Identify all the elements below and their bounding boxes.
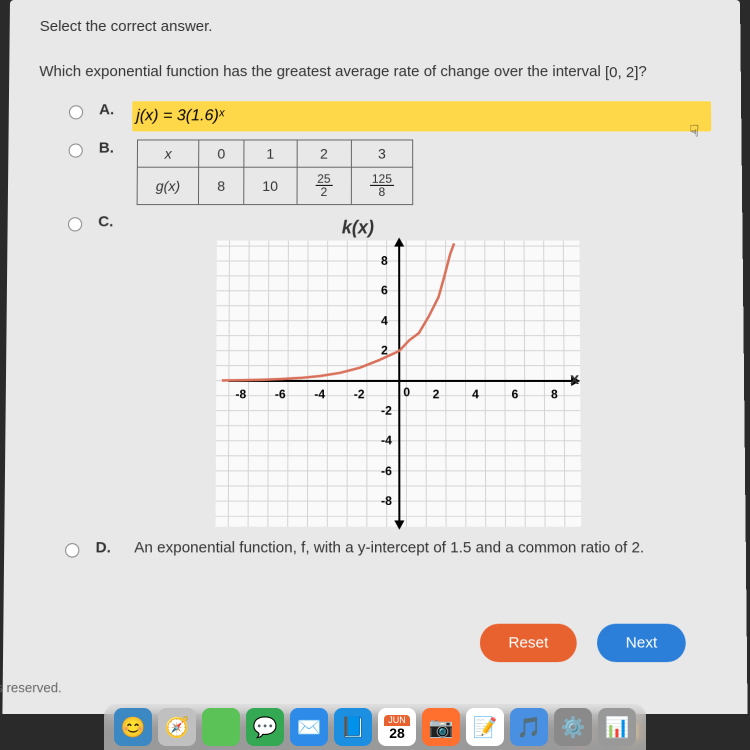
dock-app4-icon[interactable]: 🎵: [510, 708, 548, 746]
th-g: g(x): [137, 167, 199, 204]
radio-d[interactable]: [65, 543, 79, 557]
footer-text: ts reserved.: [0, 680, 62, 696]
cell: 252: [297, 167, 352, 204]
dock-app3-icon[interactable]: 📷: [422, 708, 460, 746]
radio-c[interactable]: [68, 217, 82, 231]
option-a-content: j(x) = 3(1.6)ˣ ☟: [132, 101, 711, 131]
dock-notes-icon[interactable]: 📝: [466, 708, 504, 746]
exp-curve: [216, 240, 582, 526]
option-c-label: C.: [98, 213, 118, 230]
dock-app5-icon[interactable]: ⚙️: [554, 708, 592, 746]
cell: 10: [244, 167, 297, 204]
dock-messages-icon[interactable]: 💬: [246, 708, 284, 746]
cell: 1: [244, 140, 297, 167]
cell: 0: [199, 140, 244, 167]
question-prefix: Which exponential function has the great…: [39, 63, 605, 80]
option-a-text: j(x) = 3(1.6)ˣ: [136, 107, 224, 124]
pointer-cursor-icon: ☟: [689, 121, 699, 141]
dock-safari-icon[interactable]: 🧭: [158, 708, 196, 746]
dock-mail-icon[interactable]: ✉️: [290, 708, 328, 746]
question-suffix: ?: [638, 63, 646, 80]
next-button[interactable]: Next: [597, 624, 686, 662]
dock-app-icon[interactable]: [202, 708, 240, 746]
instruction-text: Select the correct answer.: [40, 18, 711, 35]
x-axis-label: x: [570, 370, 579, 388]
th-x: x: [137, 140, 199, 167]
graph-container: k(x) x -8-6-4-202468-8-6-4-22468: [216, 217, 582, 526]
graph-title: k(x): [217, 217, 499, 238]
radio-b[interactable]: [69, 143, 83, 157]
option-a-row[interactable]: A. j(x) = 3(1.6)ˣ ☟: [69, 101, 711, 131]
app-window: Select the correct answer. Which exponen…: [2, 0, 747, 714]
cell: 3: [351, 140, 412, 167]
k-graph: x -8-6-4-202468-8-6-4-22468: [216, 240, 582, 526]
option-b-row[interactable]: B. x 0 1 2 3 g(x) 8 10 252 1258: [68, 139, 712, 205]
cell: 2: [297, 140, 352, 167]
g-table: x 0 1 2 3 g(x) 8 10 252 1258: [137, 139, 414, 205]
radio-a[interactable]: [69, 105, 83, 119]
action-buttons: Reset Next: [480, 624, 686, 662]
option-b-content: x 0 1 2 3 g(x) 8 10 252 1258: [137, 139, 414, 205]
interval-text: [0, 2]: [605, 64, 639, 81]
macos-dock[interactable]: 😊 🧭 💬 ✉️ 📘 JUN28 📷 📝 🎵 ⚙️ 📊: [104, 704, 646, 750]
reset-button[interactable]: Reset: [480, 624, 577, 662]
table-row: x 0 1 2 3: [137, 140, 412, 167]
option-c-row[interactable]: C. k(x) x -8-6-4-202468-8-6-4-22468: [65, 213, 715, 526]
option-d-text: An exponential function, f, with a y-int…: [134, 539, 644, 557]
dock-app6-icon[interactable]: 📊: [598, 708, 636, 746]
option-d-row[interactable]: D. An exponential function, f, with a y-…: [65, 539, 715, 558]
option-b-label: B.: [99, 139, 119, 156]
option-d-label: D.: [96, 539, 116, 557]
dock-app2-icon[interactable]: 📘: [334, 708, 372, 746]
dock-finder-icon[interactable]: 😊: [114, 708, 152, 746]
options-group: A. j(x) = 3(1.6)ˣ ☟ B. x 0 1 2 3: [65, 101, 715, 557]
cell: 1258: [351, 167, 412, 204]
question-text: Which exponential function has the great…: [39, 63, 711, 81]
dock-calendar-icon[interactable]: JUN28: [378, 708, 416, 746]
table-row: g(x) 8 10 252 1258: [137, 167, 413, 204]
option-a-label: A.: [99, 101, 118, 118]
cell: 8: [199, 167, 244, 204]
option-c-content: k(x) x -8-6-4-202468-8-6-4-22468: [134, 213, 581, 526]
